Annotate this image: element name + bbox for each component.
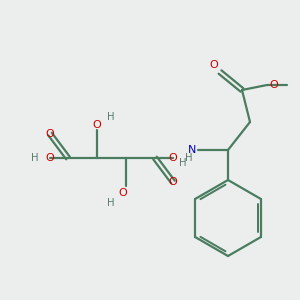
Text: O: O bbox=[169, 177, 177, 187]
Text: O: O bbox=[269, 80, 278, 90]
Text: H: H bbox=[31, 153, 38, 163]
Text: O: O bbox=[46, 129, 54, 139]
Text: O: O bbox=[209, 60, 218, 70]
Text: O: O bbox=[118, 188, 127, 198]
Text: H: H bbox=[107, 112, 115, 122]
Text: O: O bbox=[93, 120, 101, 130]
Text: H: H bbox=[185, 153, 193, 163]
Text: O: O bbox=[46, 153, 54, 163]
Text: H: H bbox=[178, 158, 186, 168]
Text: N: N bbox=[188, 145, 196, 155]
Text: O: O bbox=[169, 153, 177, 163]
Text: H: H bbox=[106, 198, 114, 208]
